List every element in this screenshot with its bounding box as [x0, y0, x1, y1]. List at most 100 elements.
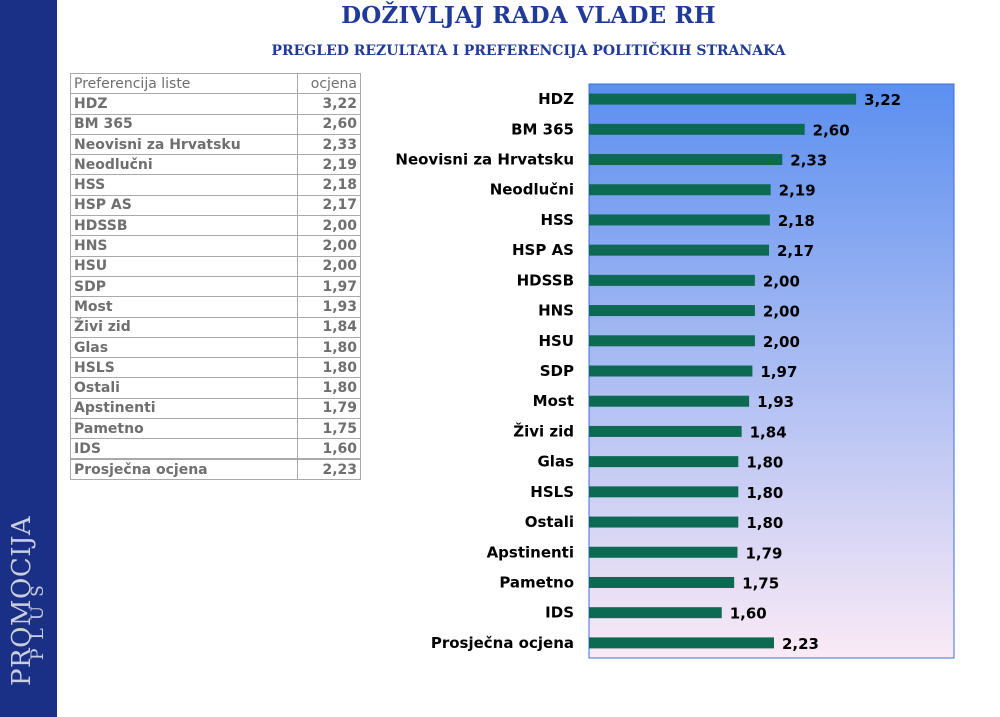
table-row: HSP AS 2,17	[70, 194, 361, 217]
table-cell-score: 2,17	[297, 194, 361, 217]
table-row: SDP 1,97	[70, 275, 361, 298]
category-label: Živi zid	[513, 421, 574, 440]
page-subtitle: PREGLED REZULTATA I PREFERENCIJA POLITIČ…	[271, 43, 786, 59]
table-cell-list: Most	[70, 296, 298, 318]
table-cell-list: HSP AS	[70, 194, 298, 217]
table-row: HDZ 3,22	[70, 93, 361, 115]
results-table: Preferencija liste ocjena HDZ 3,22 BM 365 2…	[70, 72, 361, 480]
bar	[589, 365, 753, 377]
bar	[589, 546, 738, 558]
value-label: 1,60	[730, 605, 767, 623]
bar	[589, 214, 770, 226]
table-row: IDS 1,60	[70, 438, 361, 460]
table-cell-score: 2,18	[297, 174, 361, 196]
category-label: HSP AS	[512, 241, 574, 259]
table-cell-list: HDZ	[70, 93, 298, 115]
value-label: 1,80	[746, 454, 783, 472]
category-label: HSLS	[530, 483, 574, 501]
table-cell-list: Prosječna ocjena	[70, 458, 298, 480]
table-row: Ostali 1,80	[70, 377, 361, 399]
table-cell-list: HDSSB	[70, 215, 298, 237]
table-cell-score: 1,80	[297, 357, 361, 379]
bar	[589, 456, 739, 468]
bar	[589, 637, 774, 649]
column-header-score: ocjena	[297, 72, 361, 95]
bar	[589, 486, 739, 498]
category-label: HSU	[538, 332, 574, 350]
category-label: HDSSB	[517, 271, 574, 289]
table-cell-score: 2,19	[297, 154, 361, 176]
bar	[589, 274, 755, 286]
table-row: BM 365 2,60	[70, 113, 361, 135]
table-cell-list: BM 365	[70, 113, 298, 135]
value-label: 1,84	[750, 423, 787, 441]
table-cell-score: 2,00	[297, 255, 361, 277]
bar	[589, 123, 805, 135]
table-row: HSU 2,00	[70, 255, 361, 277]
category-label: BM 365	[511, 120, 574, 138]
table-cell-list: Neodlučni	[70, 154, 298, 176]
value-label: 2,18	[778, 212, 815, 230]
table-cell-score: 2,33	[297, 133, 361, 156]
table-cell-list: Apstinenti	[70, 397, 298, 420]
bar-chart: HDZ 3,22 BM 365 2,60 Neovisni za Hrvatsku 2,3…	[395, 83, 955, 659]
table-cell-list: HSS	[70, 174, 298, 196]
bar	[589, 576, 735, 588]
table-row: Neodlučni 2,19	[70, 154, 361, 176]
category-label: HSS	[541, 211, 575, 229]
bar	[589, 335, 755, 347]
table-cell-score: 1,60	[297, 438, 361, 460]
table-cell-score: 2,60	[297, 113, 361, 135]
category-label: HNS	[538, 302, 574, 320]
category-label: Neovisni za Hrvatsku	[395, 151, 574, 169]
value-label: 2,00	[763, 333, 800, 351]
table-cell-list: HSLS	[70, 357, 298, 379]
table-row: Neovisni za Hrvatsku 2,33	[70, 133, 361, 156]
bar	[589, 607, 722, 619]
table-cell-list: IDS	[70, 438, 298, 460]
category-label: Glas	[537, 453, 574, 471]
table-cell-score: 2,23	[297, 458, 361, 480]
table-row: HNS 2,00	[70, 235, 361, 257]
table-cell-list: SDP	[70, 275, 298, 298]
value-label: 1,93	[757, 393, 794, 411]
value-label: 2,33	[790, 152, 827, 170]
table-row: HDSSB 2,00	[70, 215, 361, 237]
value-label: 2,00	[763, 272, 800, 290]
table-cell-score: 1,93	[297, 296, 361, 318]
table-cell-score: 1,80	[297, 377, 361, 399]
table-row: HSS 2,18	[70, 174, 361, 196]
table-cell-score: 1,97	[297, 275, 361, 298]
value-label: 2,17	[777, 242, 814, 260]
table-cell-list: Ostali	[70, 377, 298, 399]
table-cell-score: 2,00	[297, 235, 361, 257]
category-label: Pametno	[499, 573, 574, 591]
table-cell-score: 1,75	[297, 418, 361, 440]
table-row: Most 1,93	[70, 296, 361, 318]
value-label: 1,80	[746, 484, 783, 502]
table-cell-score: 2,00	[297, 215, 361, 237]
table-cell-score: 1,80	[297, 336, 361, 359]
value-label: 2,60	[813, 121, 850, 139]
table-row: Apstinenti 1,79	[70, 397, 361, 420]
column-header-list: Preferencija liste	[70, 72, 298, 95]
category-label: Prosječna ocjena	[431, 634, 574, 652]
table-cell-list: Pametno	[70, 418, 298, 440]
bar	[589, 184, 771, 196]
category-label: Neodlučni	[490, 181, 574, 199]
table-row: Živi zid 1,84	[70, 316, 361, 338]
bar	[589, 395, 750, 407]
table-cell-list: Neovisni za Hrvatsku	[70, 133, 298, 156]
value-label: 1,97	[760, 363, 797, 381]
table-cell-list: HNS	[70, 235, 298, 257]
table-row: HSLS 1,80	[70, 357, 361, 379]
category-label: Most	[533, 392, 574, 410]
table-cell-score: 1,84	[297, 316, 361, 338]
table-row: Pametno 1,75	[70, 418, 361, 440]
bar	[589, 425, 742, 437]
category-label: Apstinenti	[487, 543, 574, 561]
table-cell-list: Glas	[70, 336, 298, 359]
category-label: SDP	[540, 362, 574, 380]
bar	[589, 305, 755, 317]
value-label: 2,23	[782, 635, 819, 653]
